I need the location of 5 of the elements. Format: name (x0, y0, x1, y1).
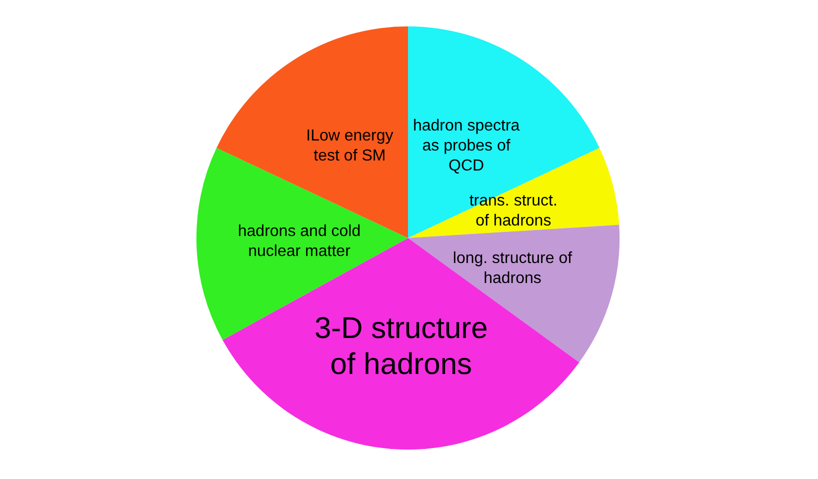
slice-label: 3-D structure of hadrons (314, 312, 488, 382)
slice-label: hadron spectra as probes of QCD (412, 118, 520, 175)
slice-label: ILow energy test of SM (306, 128, 394, 165)
slice-label: hadrons and cold nuclear matter (238, 222, 361, 260)
slice-label: long. structure of hadrons (452, 250, 573, 287)
